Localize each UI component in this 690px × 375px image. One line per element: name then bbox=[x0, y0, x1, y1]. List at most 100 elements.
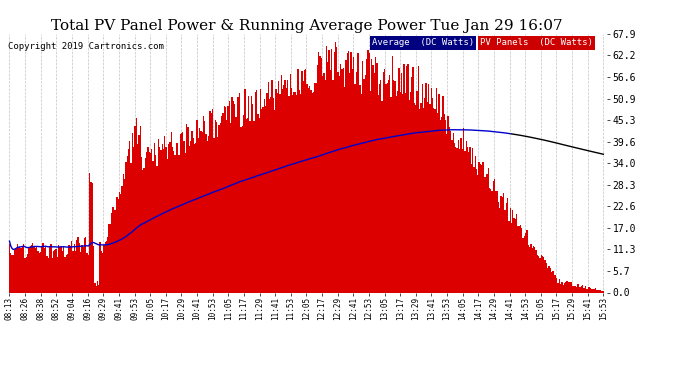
Bar bbox=[271, 80, 273, 292]
Bar bbox=[530, 244, 531, 292]
Bar bbox=[538, 256, 540, 292]
Bar bbox=[444, 114, 445, 292]
Bar bbox=[488, 168, 489, 292]
Bar bbox=[398, 68, 400, 292]
Bar bbox=[160, 150, 161, 292]
Bar bbox=[331, 49, 333, 292]
Text: Copyright 2019 Cartronics.com: Copyright 2019 Cartronics.com bbox=[8, 42, 164, 51]
Bar bbox=[142, 170, 144, 292]
Bar bbox=[74, 244, 75, 292]
Bar bbox=[520, 225, 521, 292]
Bar bbox=[321, 58, 322, 292]
Bar bbox=[244, 89, 246, 292]
Bar bbox=[207, 141, 208, 292]
Bar bbox=[319, 56, 321, 292]
Bar bbox=[484, 177, 485, 292]
Bar bbox=[30, 246, 31, 292]
Bar bbox=[367, 50, 368, 292]
Bar bbox=[486, 174, 488, 292]
Bar bbox=[32, 243, 33, 292]
Bar bbox=[595, 288, 596, 292]
Bar bbox=[45, 246, 46, 292]
Bar bbox=[447, 116, 448, 292]
Bar bbox=[237, 98, 238, 292]
Bar bbox=[566, 281, 568, 292]
Bar bbox=[92, 183, 93, 292]
Bar bbox=[333, 52, 335, 292]
Bar bbox=[592, 289, 593, 292]
Bar bbox=[500, 195, 502, 292]
Bar bbox=[359, 85, 361, 292]
Bar bbox=[300, 94, 302, 292]
Bar bbox=[416, 92, 417, 292]
Bar bbox=[584, 286, 586, 292]
Bar bbox=[292, 95, 293, 292]
Bar bbox=[155, 154, 157, 292]
Bar bbox=[436, 88, 437, 292]
Bar bbox=[522, 238, 524, 292]
Bar bbox=[148, 152, 150, 292]
Bar bbox=[524, 236, 525, 292]
Bar bbox=[537, 255, 538, 292]
Bar bbox=[55, 249, 57, 292]
Bar bbox=[157, 139, 159, 292]
Bar bbox=[179, 135, 181, 292]
Bar bbox=[373, 65, 374, 292]
Bar bbox=[231, 96, 233, 292]
Bar bbox=[478, 162, 480, 292]
Bar bbox=[602, 291, 604, 292]
Bar bbox=[90, 182, 92, 292]
Bar bbox=[518, 226, 519, 292]
Bar bbox=[49, 246, 50, 292]
Bar bbox=[377, 95, 379, 292]
Bar bbox=[473, 167, 475, 292]
Bar bbox=[313, 92, 314, 292]
Bar bbox=[177, 143, 178, 292]
Bar bbox=[388, 80, 389, 292]
Bar bbox=[287, 80, 288, 292]
Bar bbox=[37, 251, 39, 292]
Bar bbox=[253, 121, 255, 292]
Bar bbox=[598, 290, 599, 292]
Bar bbox=[146, 153, 147, 292]
Bar bbox=[68, 246, 70, 292]
Bar bbox=[264, 99, 265, 292]
Bar bbox=[415, 105, 416, 292]
Bar bbox=[150, 153, 151, 292]
Bar bbox=[383, 72, 384, 292]
Bar bbox=[170, 132, 172, 292]
Bar bbox=[112, 207, 114, 292]
Bar bbox=[370, 91, 371, 292]
Bar bbox=[375, 57, 376, 292]
Bar bbox=[600, 290, 602, 292]
Bar bbox=[229, 101, 230, 292]
Bar bbox=[240, 127, 241, 292]
Bar bbox=[550, 268, 551, 292]
Bar bbox=[95, 286, 97, 292]
Bar bbox=[349, 73, 351, 292]
Bar bbox=[290, 74, 291, 292]
Bar bbox=[553, 275, 555, 292]
Bar bbox=[33, 247, 34, 292]
Bar bbox=[52, 258, 53, 292]
Bar bbox=[468, 152, 469, 292]
Bar bbox=[516, 214, 518, 292]
Bar bbox=[114, 210, 115, 292]
Bar bbox=[85, 237, 86, 292]
Bar bbox=[221, 116, 222, 292]
Bar bbox=[239, 93, 240, 292]
Bar bbox=[296, 95, 297, 292]
Bar bbox=[141, 157, 142, 292]
Bar bbox=[455, 147, 457, 292]
Bar bbox=[63, 246, 64, 292]
Bar bbox=[498, 202, 499, 292]
Bar bbox=[374, 73, 375, 292]
Bar bbox=[561, 282, 562, 292]
Bar bbox=[450, 131, 451, 292]
Bar bbox=[233, 100, 234, 292]
Bar bbox=[559, 279, 560, 292]
Bar bbox=[120, 194, 121, 292]
Bar bbox=[18, 248, 19, 292]
Bar bbox=[126, 156, 128, 292]
Bar bbox=[67, 254, 68, 292]
